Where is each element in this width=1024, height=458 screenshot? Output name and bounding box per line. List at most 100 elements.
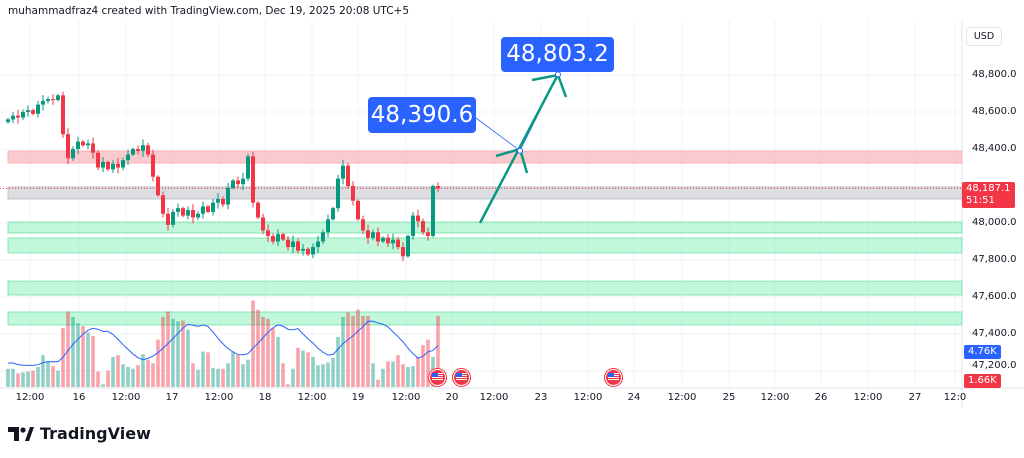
volume-bar [311, 356, 315, 387]
candle-body [151, 154, 155, 177]
currency-button[interactable]: USD [966, 27, 1002, 46]
candle-body [246, 156, 250, 179]
candle-body [346, 165, 350, 186]
price-axis-label: 47,400.0 [972, 328, 1017, 339]
anchor-point [517, 147, 523, 154]
time-axis-label: 23 [534, 392, 548, 403]
candle-body [256, 202, 260, 218]
candle-body [121, 160, 125, 168]
candle-body [276, 234, 280, 242]
volume-bar [291, 368, 295, 387]
us-event-flag-icon[interactable] [605, 369, 622, 386]
volume-bar [366, 316, 370, 387]
us-event-flag-icon[interactable] [429, 369, 446, 386]
time-axis-label: 12:00 [760, 392, 790, 403]
volume-bar [201, 351, 205, 387]
neutral-zone [7, 186, 963, 200]
volume-bar [81, 326, 85, 387]
target-label-1[interactable]: 48,390.6 [368, 97, 476, 133]
tradingview-logo[interactable]: TradingView [8, 424, 151, 443]
logo-text: TradingView [40, 424, 151, 443]
candle-body [106, 161, 110, 170]
candle-body [436, 186, 440, 189]
candle-body [101, 161, 105, 168]
support-zone [7, 237, 963, 254]
volume-bar [71, 316, 75, 387]
volume-bar [156, 339, 160, 387]
volume-bar [16, 373, 20, 387]
candle-body [51, 99, 55, 101]
candle-body [41, 100, 45, 105]
candle-body [196, 213, 200, 218]
volume-bar [196, 369, 200, 387]
candle-body [56, 95, 60, 100]
candle-body [376, 232, 380, 242]
candle-body [141, 145, 145, 151]
volume-bar [221, 368, 225, 387]
volume-bar [66, 311, 70, 387]
volume-bar [331, 357, 335, 387]
volume-bar [121, 364, 125, 387]
volume-bar [376, 379, 380, 387]
candle-body [361, 219, 365, 231]
volume-bar [176, 321, 180, 387]
candle-body [271, 235, 275, 242]
volume-bar [256, 309, 260, 387]
volume-bar [211, 367, 215, 387]
volume-bar [281, 363, 285, 387]
anchor-point [555, 71, 561, 78]
target-label-2[interactable]: 48,803.2 [501, 37, 614, 72]
volume-bar [406, 366, 410, 387]
volume-bar [106, 370, 110, 387]
candle-body [76, 141, 80, 149]
volume-bar [231, 351, 235, 387]
price-axis-label: 48,400.0 [972, 143, 1017, 154]
candle-body [421, 221, 425, 233]
candle-body [286, 239, 290, 248]
volume-bar [246, 359, 250, 387]
time-axis-label: 27 [908, 392, 922, 403]
candle-body [96, 152, 100, 168]
volume-bar [321, 364, 325, 387]
volume-bar [76, 323, 80, 387]
candle-body [191, 210, 195, 218]
volume-bar [396, 355, 400, 387]
time-axis-label: 12:00 [479, 392, 509, 403]
candle-body [281, 234, 285, 240]
volume-bar [266, 318, 270, 387]
volume-bar [31, 370, 35, 387]
candle-body [21, 112, 25, 118]
last-price-tag: 48,187.1 51:51 [962, 182, 1015, 208]
candle-body [291, 241, 295, 248]
volume-bar [261, 316, 265, 387]
volume-bar [126, 366, 130, 387]
candle-body [306, 248, 310, 255]
candle-body [236, 180, 240, 185]
candle-body [11, 115, 15, 120]
volume-bar [346, 312, 350, 387]
candle-body [201, 206, 205, 214]
support-zone [7, 221, 963, 234]
chart-attribution: muhammadfraz4 created with TradingView.c… [8, 5, 410, 17]
time-axis-label: 12:00 [853, 392, 883, 403]
time-axis-label: 25 [722, 392, 736, 403]
candle-body [176, 208, 180, 212]
price-axis-label: 48,000.0 [972, 217, 1017, 228]
volume-bar [391, 361, 395, 387]
us-event-flag-icon[interactable] [453, 369, 470, 386]
volume-bar [51, 366, 55, 387]
candle-body [71, 149, 75, 159]
volume-bar [96, 371, 100, 387]
candle-body [221, 198, 225, 205]
candle-body [381, 237, 385, 242]
candle-body [66, 134, 70, 159]
tradingview-logo-icon [8, 426, 34, 441]
volume-ma-tag: 4.76K [964, 345, 1001, 359]
candle-body [406, 235, 410, 257]
time-axis-label: 18 [258, 392, 272, 403]
volume-tag: 1.66K [964, 374, 1001, 388]
candle-body [371, 232, 375, 238]
candle-body [261, 217, 265, 231]
volume-bar [21, 372, 25, 387]
candle-body [86, 143, 90, 146]
